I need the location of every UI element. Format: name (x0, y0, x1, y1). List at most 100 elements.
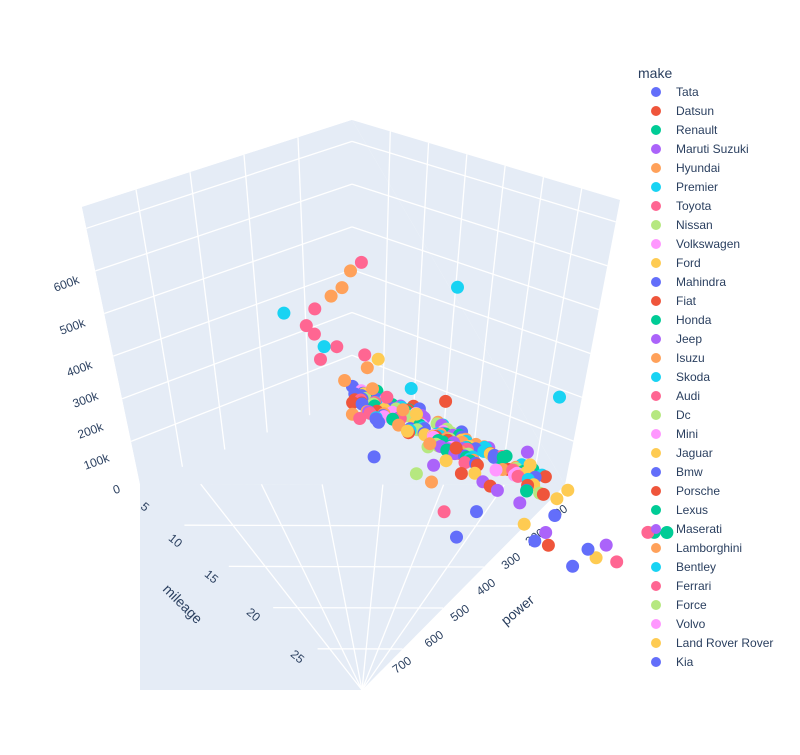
scatter-point[interactable] (366, 382, 379, 395)
legend-item[interactable]: Maruti Suzuki (651, 142, 749, 156)
legend-marker (651, 239, 661, 249)
scatter-point[interactable] (521, 446, 534, 459)
scatter-point[interactable] (410, 467, 423, 480)
legend-item[interactable]: Fiat (651, 294, 697, 308)
scatter-point[interactable] (561, 484, 574, 497)
scatter-point[interactable] (513, 496, 526, 509)
legend-marker (651, 429, 661, 439)
scatter-point[interactable] (528, 535, 541, 548)
scatter-point[interactable] (491, 484, 504, 497)
scatter-point[interactable] (308, 302, 321, 315)
scatter-point[interactable] (353, 412, 366, 425)
legend-item[interactable]: Porsche (651, 484, 720, 498)
legend-item[interactable]: Skoda (651, 370, 710, 384)
legend-item[interactable]: Tata (651, 85, 699, 99)
legend-item[interactable]: Toyota (651, 199, 712, 213)
scatter-point[interactable] (372, 416, 385, 429)
scatter-point[interactable] (537, 488, 550, 501)
legend-label: Volkswagen (676, 237, 740, 251)
scatter-point[interactable] (582, 543, 595, 556)
legend-item[interactable]: Datsun (651, 104, 714, 118)
legend-item[interactable]: Lexus (651, 503, 708, 517)
scatter-point[interactable] (410, 408, 423, 421)
legend-label: Honda (676, 313, 712, 327)
scatter-point[interactable] (423, 437, 436, 450)
scatter-point[interactable] (380, 391, 393, 404)
legend-item[interactable]: Land Rover Rover (651, 636, 773, 650)
scatter-point[interactable] (451, 281, 464, 294)
scatter-point[interactable] (368, 450, 381, 463)
scatter-point[interactable] (401, 425, 414, 438)
scatter-point[interactable] (438, 505, 451, 518)
legend-marker (651, 467, 661, 477)
legend-item[interactable]: Jeep (651, 332, 702, 346)
legend-item[interactable]: Jaguar (651, 446, 713, 460)
legend-item[interactable]: Isuzu (651, 351, 705, 365)
scatter-point[interactable] (318, 340, 331, 353)
scatter-point[interactable] (450, 531, 463, 544)
scatter-point[interactable] (518, 518, 531, 531)
scatter-point[interactable] (405, 382, 418, 395)
scatter-point[interactable] (336, 281, 349, 294)
scatter-point[interactable] (455, 467, 468, 480)
scatter-point[interactable] (330, 340, 343, 353)
scatter-point[interactable] (425, 476, 438, 489)
legend-marker (651, 524, 661, 534)
legend-item[interactable]: Volkswagen (651, 237, 740, 251)
legend-marker (651, 182, 661, 192)
legend-item[interactable]: Lamborghini (651, 541, 742, 555)
scatter-point[interactable] (314, 353, 327, 366)
legend-item[interactable]: Honda (651, 313, 712, 327)
scatter-point[interactable] (550, 492, 563, 505)
scatter-point[interactable] (542, 539, 555, 552)
legend-item[interactable]: Force (651, 598, 707, 612)
legend-item[interactable]: Renault (651, 123, 718, 137)
legend-item[interactable]: Mini (651, 427, 698, 441)
legend-item[interactable]: Bmw (651, 465, 703, 479)
scatter-point[interactable] (439, 395, 452, 408)
legend-item[interactable]: Bentley (651, 560, 716, 574)
scatter-point[interactable] (277, 307, 290, 320)
scatter-point[interactable] (358, 348, 371, 361)
scatter-point[interactable] (361, 361, 374, 374)
scatter-point[interactable] (539, 526, 552, 539)
legend-item[interactable]: Nissan (651, 218, 713, 232)
scatter-point[interactable] (660, 526, 673, 539)
legend-item[interactable]: Premier (651, 180, 718, 194)
scatter-point[interactable] (610, 555, 623, 568)
legend-item[interactable]: Ford (651, 256, 701, 270)
scatter-point[interactable] (490, 464, 503, 477)
legend-item[interactable]: Ferrari (651, 579, 711, 593)
legend-item[interactable]: Audi (651, 389, 700, 403)
scatter-point[interactable] (520, 485, 533, 498)
scatter-point[interactable] (344, 264, 357, 277)
legend-item[interactable]: Hyundai (651, 161, 720, 175)
legend-label: Maruti Suzuki (676, 142, 749, 156)
scatter-point[interactable] (372, 353, 385, 366)
scatter-point[interactable] (566, 560, 579, 573)
scatter-point[interactable] (450, 442, 463, 455)
scatter-point[interactable] (440, 454, 453, 467)
legend-marker (651, 106, 661, 116)
scatter-point[interactable] (553, 391, 566, 404)
scatter-point[interactable] (308, 328, 321, 341)
scatter-point[interactable] (427, 459, 440, 472)
legend-item[interactable]: Mahindra (651, 275, 726, 289)
scatter-point[interactable] (355, 256, 368, 269)
scatter-point[interactable] (325, 290, 338, 303)
legend-item[interactable]: Volvo (651, 617, 706, 631)
y-gridline-floor (229, 566, 484, 567)
scatter-point[interactable] (338, 374, 351, 387)
legend-marker (651, 619, 661, 629)
legend-label: Bentley (676, 560, 716, 574)
legend-item[interactable]: Kia (651, 655, 694, 669)
scatter-point[interactable] (397, 403, 410, 416)
scatter-point[interactable] (470, 505, 483, 518)
scatter-point[interactable] (600, 539, 613, 552)
scatter-point[interactable] (524, 458, 537, 471)
legend-item[interactable]: Dc (651, 408, 691, 422)
scatter-point[interactable] (548, 509, 561, 522)
